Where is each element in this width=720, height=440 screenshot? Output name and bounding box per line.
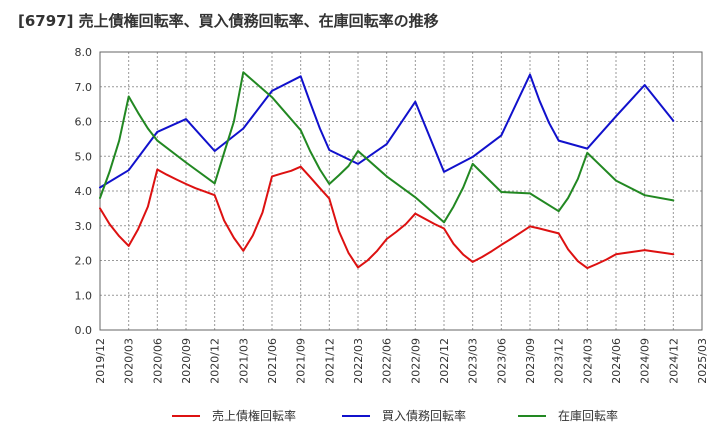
x-tick-label: 2023/09 xyxy=(524,338,537,384)
x-tick-label: 2023/03 xyxy=(467,338,480,384)
y-tick-label: 1.0 xyxy=(75,289,93,302)
plot-frame xyxy=(99,51,703,331)
x-tick-label: 2020/12 xyxy=(209,338,222,384)
x-tick-label: 2024/09 xyxy=(639,338,652,384)
x-tick-label: 2023/06 xyxy=(495,338,508,384)
grid-layer xyxy=(99,51,703,331)
y-axis: 0.0 1.0 2.0 3.0 4.0 5.0 6.0 7.0 8.0 xyxy=(75,46,93,337)
x-tick-label: 2024/03 xyxy=(581,338,594,384)
legend-label-2: 買入債務回転率 xyxy=(382,408,466,423)
chart-title: [6797] 売上債権回転率、買入債務回転率、在庫回転率の推移 xyxy=(18,12,439,30)
legend-label-1: 売上債権回転率 xyxy=(212,408,296,423)
y-tick-label: 7.0 xyxy=(75,81,93,94)
y-tick-label: 4.0 xyxy=(75,185,93,198)
y-tick-label: 3.0 xyxy=(75,220,93,233)
y-tick-label: 0.0 xyxy=(75,324,93,337)
x-tick-label: 2022/03 xyxy=(352,338,365,384)
x-tick-label: 2019/12 xyxy=(94,338,107,384)
x-tick-label: 2021/09 xyxy=(295,338,308,384)
x-tick-label: 2021/06 xyxy=(266,338,279,384)
y-tick-label: 8.0 xyxy=(75,46,93,59)
x-tick-label: 2020/06 xyxy=(151,338,164,384)
x-tick-label: 2020/03 xyxy=(123,338,136,384)
series-line-2 xyxy=(99,73,675,189)
x-tick-label: 2021/12 xyxy=(323,338,336,384)
x-tick-label: 2024/06 xyxy=(610,338,623,384)
x-tick-label: 2022/06 xyxy=(381,338,394,384)
x-tick-label: 2022/12 xyxy=(438,338,451,384)
series-line-3 xyxy=(99,71,675,224)
series-layer xyxy=(99,71,675,270)
x-tick-label: 2023/12 xyxy=(553,338,566,384)
legend-label-3: 在庫回転率 xyxy=(558,408,618,423)
x-tick-label: 2024/12 xyxy=(667,338,680,384)
x-tick-label: 2025/03 xyxy=(696,338,709,384)
x-tick-label: 2022/09 xyxy=(409,338,422,384)
y-tick-label: 2.0 xyxy=(75,255,93,268)
x-axis: 2019/12 2020/03 2020/06 2020/09 2020/12 2021/… xyxy=(94,338,709,384)
series-line-1 xyxy=(99,165,675,270)
y-tick-label: 6.0 xyxy=(75,116,93,129)
y-tick-label: 5.0 xyxy=(75,150,93,163)
legend: 売上債権回転率 買入債務回転率 在庫回転率 xyxy=(172,408,618,423)
x-tick-label: 2020/09 xyxy=(180,338,193,384)
x-tick-label: 2021/03 xyxy=(237,338,250,384)
